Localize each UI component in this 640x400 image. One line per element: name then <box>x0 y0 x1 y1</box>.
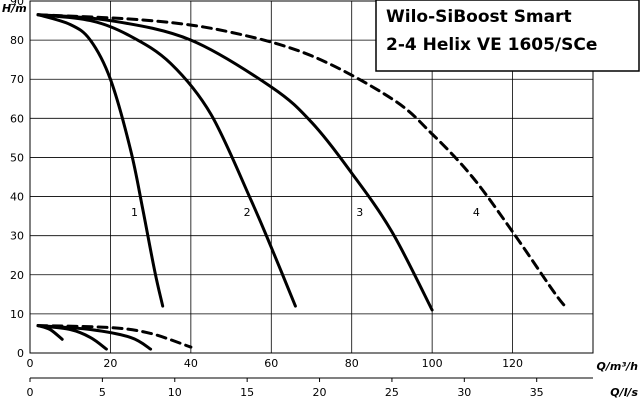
curve-label-4: 4 <box>473 206 480 219</box>
plot-frame <box>29 0 594 354</box>
series-layer <box>36 13 567 351</box>
x-tick-label: 40 <box>184 357 198 370</box>
y-tick-label: 50 <box>10 151 24 164</box>
series-curve-1 <box>36 13 165 308</box>
y-tick-label: 30 <box>10 230 24 243</box>
title-box-frame <box>375 0 640 72</box>
curve-label-2: 2 <box>244 206 251 219</box>
secondary-x-axis-label: Q/l/s <box>610 386 638 399</box>
secondary-x-tick-label: 30 <box>457 386 471 399</box>
secondary-x-tick-label: 5 <box>99 386 106 399</box>
x-tick-label: 60 <box>264 357 278 370</box>
y-tick-label: 70 <box>10 73 24 86</box>
y-tick-label: 10 <box>10 308 24 321</box>
lower-curve-4 <box>36 324 193 349</box>
chart-title-line-2: 2-4 Helix VE 1605/SCe <box>386 35 597 55</box>
secondary-x-tick-label: 10 <box>168 386 182 399</box>
y-tick-label: 90 <box>10 0 24 8</box>
y-axis-label: H/m <box>2 2 27 15</box>
secondary-x-tick-label: 0 <box>27 386 34 399</box>
series-curve-2 <box>36 13 297 308</box>
secondary-x-tick-label: 25 <box>385 386 399 399</box>
series-curve-3 <box>36 13 434 312</box>
x-tick-label: 80 <box>345 357 359 370</box>
y-tick-label: 60 <box>10 112 24 125</box>
curve-label-3: 3 <box>356 206 363 219</box>
title-box: Wilo-SiBoost Smart 2-4 Helix VE 1605/SCe <box>375 0 640 72</box>
label-layer: 1 2 3 4 <box>131 206 480 219</box>
chart-title-line-1: Wilo-SiBoost Smart <box>386 7 572 27</box>
x-tick-label: 20 <box>103 357 117 370</box>
x-tick-label: 0 <box>27 357 34 370</box>
secondary-x-tick-label: 15 <box>240 386 254 399</box>
y-tick-label: 0 <box>17 347 24 360</box>
secondary-x-tick-label: 35 <box>530 386 544 399</box>
y-tick-label: 40 <box>10 191 24 204</box>
y-tick-label: 20 <box>10 269 24 282</box>
series-curve-4 <box>36 13 567 308</box>
secondary-x-tick-label: 20 <box>313 386 327 399</box>
x-tick-label: 100 <box>422 357 443 370</box>
x-axis-label: Q/m³/h <box>597 360 639 373</box>
curve-label-1: 1 <box>131 206 138 219</box>
y-tick-label: 80 <box>10 34 24 47</box>
x-tick-label: 120 <box>502 357 523 370</box>
